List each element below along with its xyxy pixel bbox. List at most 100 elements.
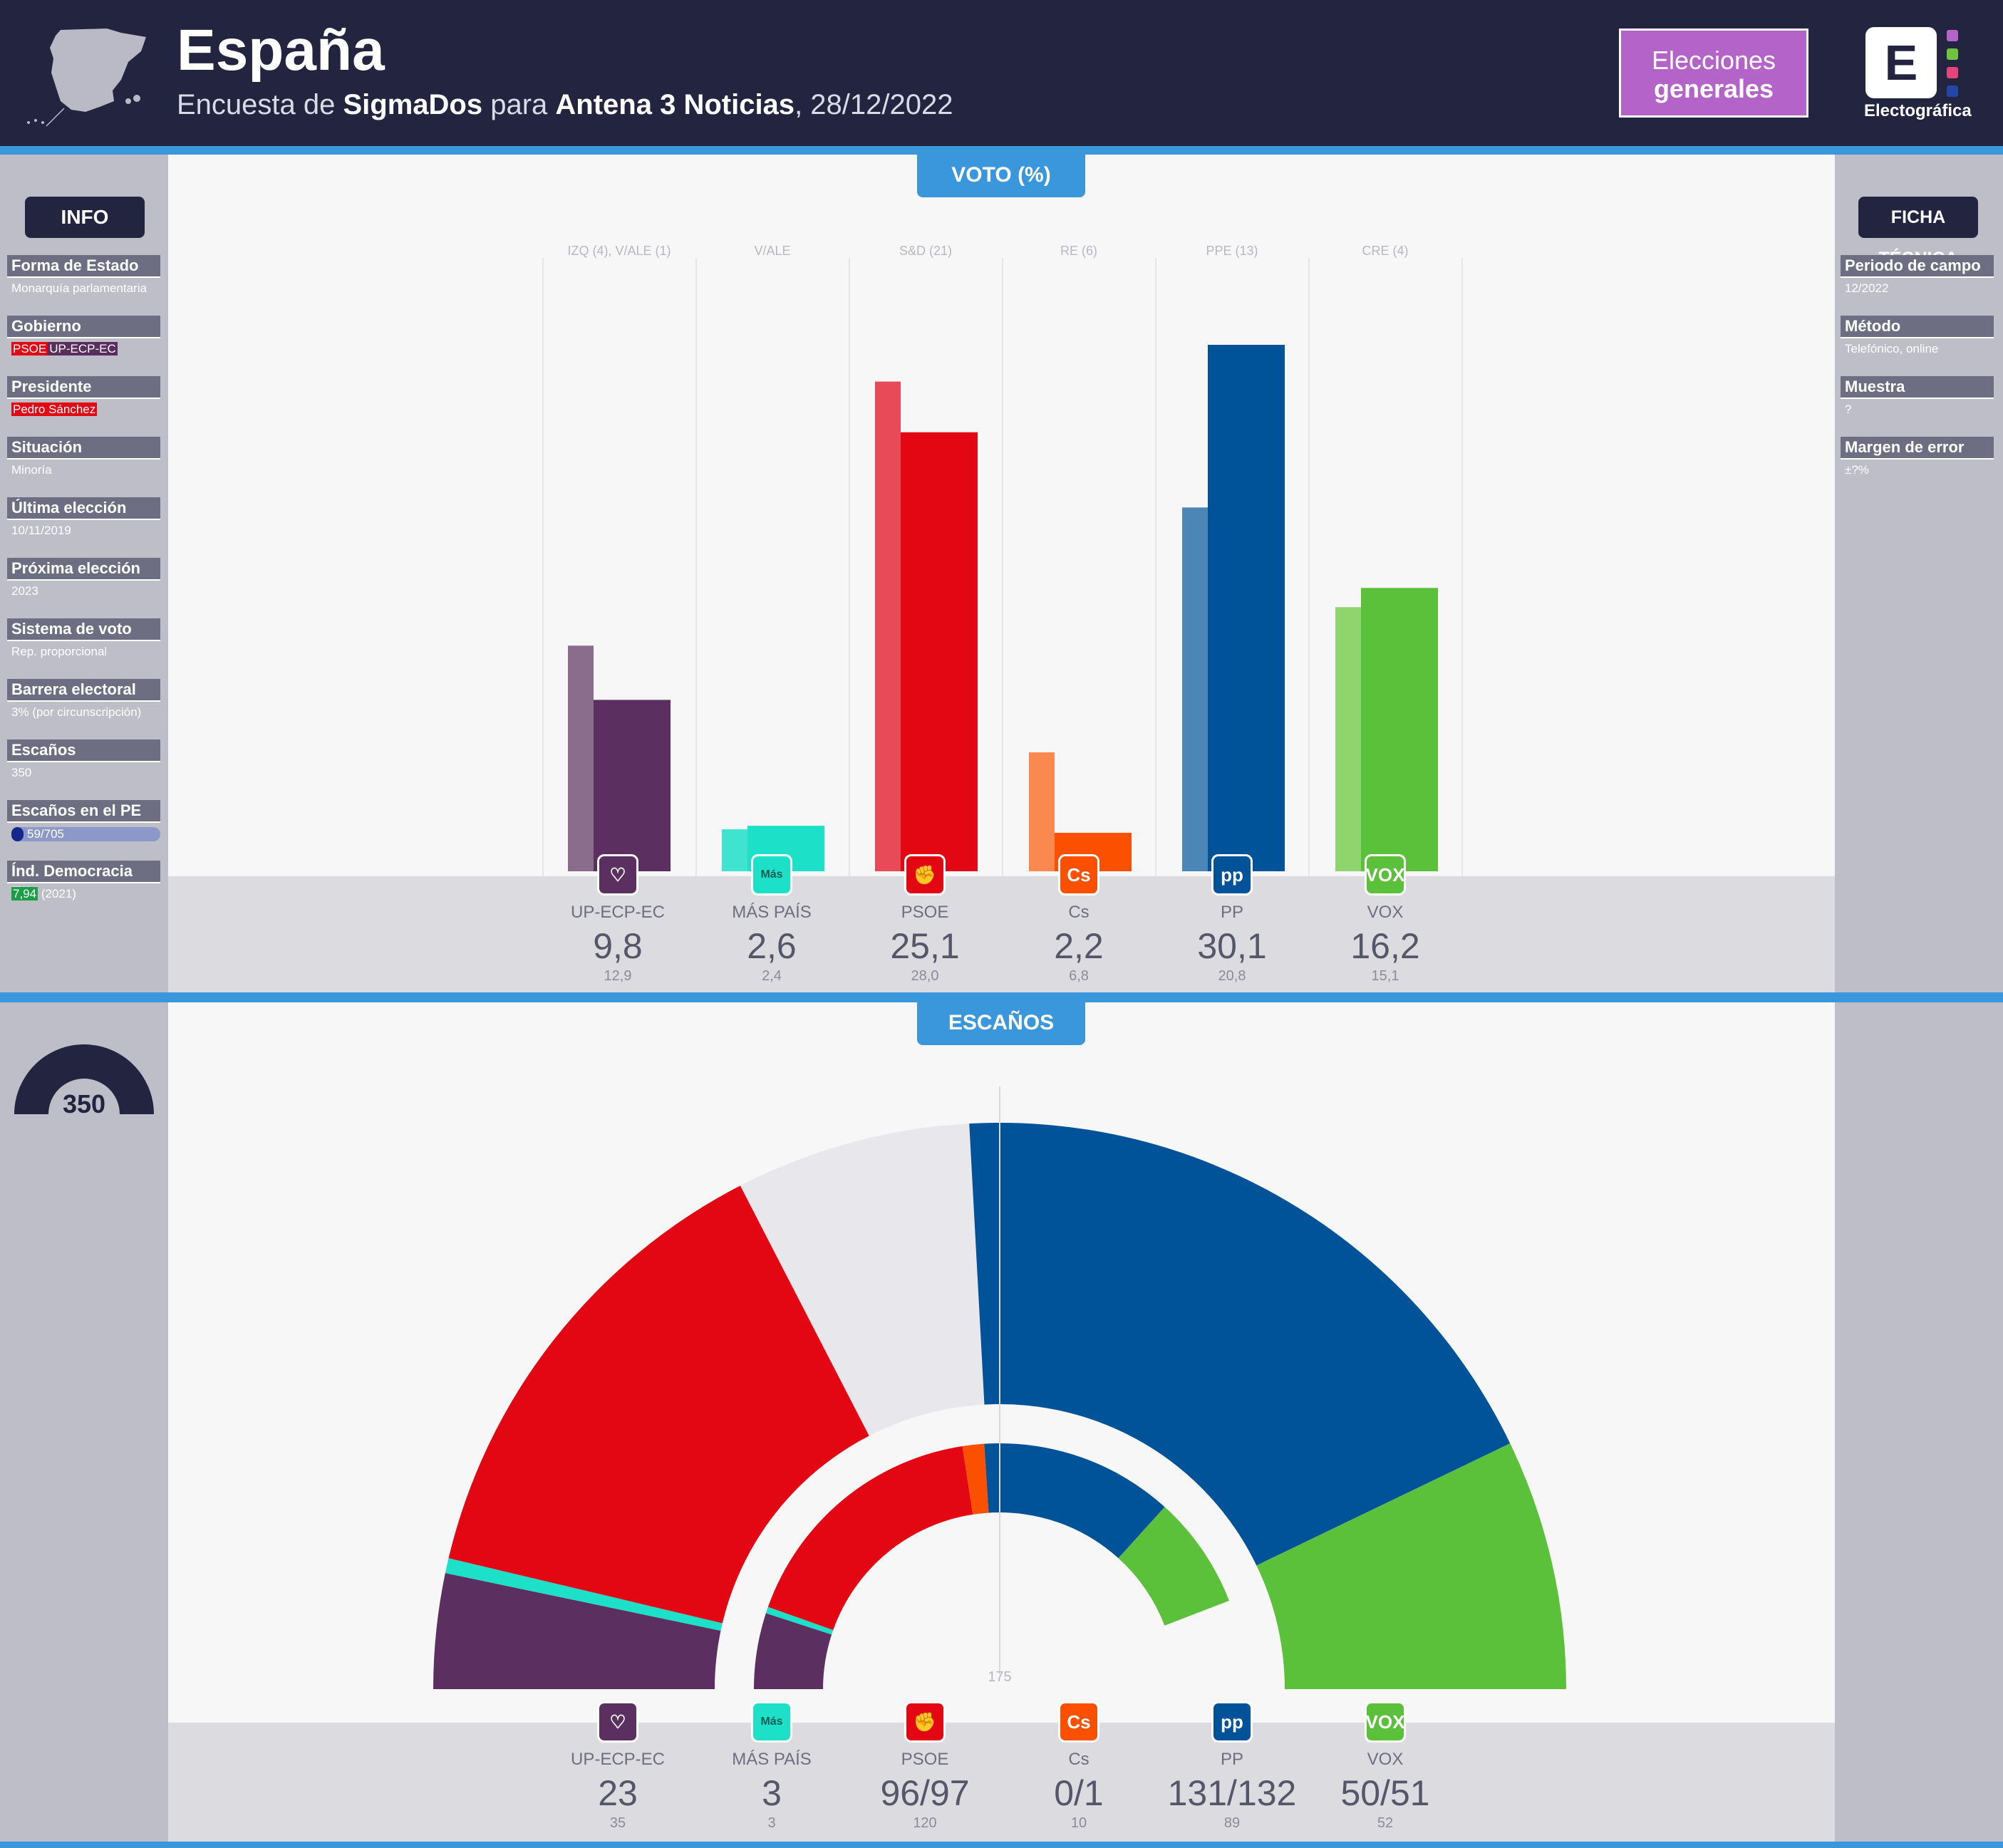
party-previous-value: 20,8 [1218, 968, 1246, 984]
vote-party-pp: pp PP 30,1 20,8 [1155, 854, 1309, 985]
seats-previous-vox [1118, 1507, 1229, 1626]
psoe-logo-icon: ✊ [904, 1701, 946, 1743]
ficha-item: Método Telefónico, online [1841, 316, 1994, 356]
party-name: PP [1220, 1750, 1243, 1769]
party-name: Cs [1068, 1750, 1090, 1769]
value-text: Monarquía parlamentaria [11, 281, 147, 295]
seats-current-undecided [740, 1123, 985, 1436]
info-item-label: Sistema de voto [7, 618, 160, 641]
info-item: Barrera electoral 3% (por circunscripción… [7, 679, 160, 720]
vote-party-maspais: Más MÁS PAÍS 2,6 2,4 [695, 854, 849, 985]
party-value: 96/97 [880, 1773, 970, 1813]
vote-section-title: VOTO (%) [917, 155, 1085, 197]
vote-party-vox: VOX VOX 16,2 15,1 [1308, 854, 1462, 985]
ficha-item: Periodo de campo 12/2022 [1841, 255, 1994, 296]
info-item: Situación Minoría [7, 437, 160, 477]
info-item-value: 350 [7, 766, 160, 780]
pp-logo-icon: pp [1211, 1701, 1253, 1743]
party-name: PSOE [901, 1750, 949, 1769]
party-value: 2,2 [1054, 926, 1104, 966]
party-name: VOX [1367, 903, 1404, 922]
tag: 7,94 [11, 887, 38, 900]
ficha-item-label: Muestra [1841, 376, 1994, 399]
seats-previous-maspais [765, 1606, 834, 1635]
seat-party-cs: Cs Cs 0/1 10 [1002, 1701, 1156, 1832]
seat-party-upecpec: ♡ UP-ECP-EC 23 35 [541, 1701, 695, 1832]
info-item-label: Forma de Estado [7, 255, 160, 278]
party-previous-value: 15,1 [1371, 968, 1399, 984]
party-previous-value: 120 [913, 1815, 937, 1831]
ficha-item-value: Telefónico, online [1841, 342, 1994, 356]
value-text: ±?% [1845, 463, 1869, 477]
tag: PSOE [11, 342, 48, 355]
ficha-item-value: 12/2022 [1841, 281, 1994, 296]
party-value: 25,1 [890, 926, 960, 966]
value-text: 3% (por circunscripción) [11, 705, 142, 719]
party-value: 131/132 [1167, 1773, 1297, 1813]
party-previous-value: 10 [1070, 1815, 1087, 1831]
maspais-logo-icon: Más [751, 854, 792, 896]
info-item-label: Gobierno [7, 316, 160, 338]
info-item: Escaños 350 [7, 739, 160, 780]
seat-party-vox: VOX VOX 50/51 52 [1308, 1701, 1462, 1832]
majority-label: 175 [988, 1669, 1011, 1685]
ficha-item-label: Método [1841, 316, 1994, 338]
pe-seats-bar: 59/705 [11, 826, 160, 841]
info-item: Próxima elección 2023 [7, 558, 160, 598]
pp-logo-icon: pp [1211, 854, 1253, 896]
party-previous-value: 6,8 [1069, 968, 1089, 984]
group-label: S&D (21) [899, 244, 952, 258]
vote-party-psoe: ✊ PSOE 25,1 28,0 [848, 854, 1002, 985]
value-text: 350 [11, 766, 32, 779]
party-previous-value: 3 [767, 1815, 776, 1831]
bar-previous-vox [1335, 607, 1361, 871]
party-previous-value: 28,0 [911, 968, 939, 984]
upecpec-logo-icon: ♡ [597, 1701, 638, 1743]
value-text: 10/11/2019 [11, 524, 71, 537]
group-label: PPE (13) [1206, 244, 1258, 258]
group-label: V/ALE [754, 244, 790, 258]
ficha-item: Margen de error ±?% [1841, 437, 1994, 477]
info-item-value: Pedro Sánchez [7, 403, 160, 417]
info-item-value: Rep. proporcional [7, 645, 160, 659]
party-value: 9,8 [593, 926, 643, 966]
total-seats-gauge: 350 [14, 1044, 154, 1118]
bar-previous-psoe [875, 381, 901, 871]
brand-logo: E [1865, 27, 1937, 98]
ficha-title: FICHA TÉCNICA [1858, 197, 1978, 269]
party-name: PSOE [901, 903, 949, 922]
info-item-value: PSOE UP-ECP-EC [7, 342, 160, 356]
page-title: España [177, 18, 385, 83]
group-label: IZQ (4), V/ALE (1) [567, 244, 671, 258]
vote-party-upecpec: ♡ UP-ECP-EC 9,8 12,9 [541, 854, 695, 985]
info-item-label: Escaños [7, 739, 160, 762]
bar-current-psoe [901, 432, 978, 871]
header: España Encuesta de SigmaDos para Antena … [0, 0, 2003, 146]
tag: UP-ECP-EC [48, 342, 118, 355]
bar-previous-cs [1029, 752, 1055, 871]
party-previous-value: 52 [1377, 1815, 1394, 1831]
info-item-value: Monarquía parlamentaria [7, 281, 160, 296]
seats-previous-psoe [767, 1446, 973, 1631]
party-value: 16,2 [1350, 926, 1420, 966]
info-item-value: 59/705 [7, 826, 160, 841]
bar-previous-maspais [722, 829, 747, 871]
value-text: 12/2022 [1845, 281, 1889, 295]
seat-party-panel [168, 1723, 1835, 1842]
info-item-label: Próxima elección [7, 558, 160, 581]
info-item-value: 7,94 (2021) [7, 887, 160, 901]
seats-previous-cs [962, 1443, 989, 1515]
party-value: 30,1 [1197, 926, 1267, 966]
info-item-label: Última elección [7, 497, 160, 520]
spain-map-icon [27, 28, 146, 127]
party-value: 0/1 [1054, 1773, 1104, 1813]
party-name: Cs [1068, 903, 1090, 922]
seat-party-psoe: ✊ PSOE 96/97 120 [848, 1701, 1002, 1832]
party-value: 2,6 [747, 926, 797, 966]
party-name: UP-ECP-EC [570, 1750, 665, 1769]
pollster: SigmaDos [343, 89, 483, 120]
party-previous-value: 12,9 [604, 968, 632, 984]
seats-section-title: ESCAÑOS [917, 1002, 1085, 1045]
party-previous-value: 35 [609, 1815, 626, 1831]
vox-logo-icon: VOX [1365, 1701, 1406, 1743]
